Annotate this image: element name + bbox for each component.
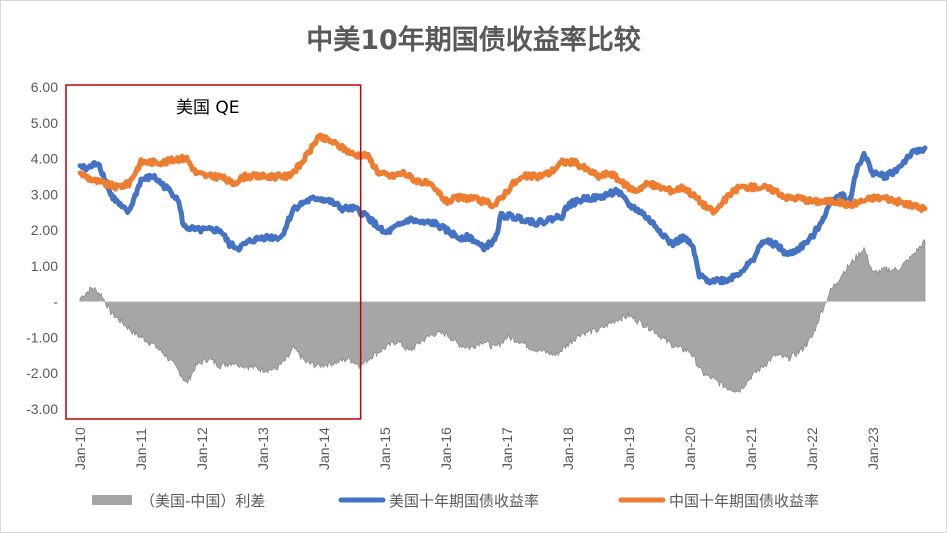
spread-area [79, 238, 926, 393]
y-tick-label: - [53, 294, 58, 310]
x-tick-label: Jan-22 [804, 427, 820, 470]
series-line [77, 145, 928, 286]
x-tick-label: Jan-17 [499, 427, 515, 470]
x-tick-label: Jan-13 [255, 427, 271, 470]
legend-label: 美国十年期国债收益率 [389, 492, 539, 510]
x-tick-label: Jan-11 [133, 428, 149, 470]
x-tick-label: Jan-20 [682, 427, 698, 470]
x-tick-label: Jan-18 [560, 427, 576, 470]
y-tick-label: 5.00 [31, 115, 58, 131]
yield-line-series [77, 132, 928, 286]
legend-swatch [92, 495, 132, 505]
spread-area-series [79, 238, 926, 393]
chart-title: 中美10年期国债收益率比较 [306, 25, 641, 56]
y-tick-label: -3.00 [26, 401, 58, 417]
series-line [77, 132, 928, 216]
y-tick-label: 4.00 [31, 151, 58, 167]
qe-annotation-label: 美国 QE [176, 98, 240, 118]
qe-annotation-box [65, 84, 362, 420]
y-tick-label: 3.00 [31, 186, 58, 202]
x-tick-label: Jan-16 [438, 427, 454, 470]
x-axis-labels: Jan-10 Jan-11 Jan-12 Jan-13 Jan-14 Jan-15 Jan-… [72, 427, 881, 470]
x-tick-label: Jan-15 [377, 427, 393, 470]
legend-label: （美国-中国）利差 [140, 492, 265, 510]
x-tick-label: Jan-19 [621, 427, 637, 470]
x-tick-label: Jan-14 [316, 427, 332, 470]
legend-label: 中国十年期国债收益率 [669, 492, 819, 510]
y-tick-label: 6.00 [31, 79, 58, 95]
x-tick-label: Jan-12 [194, 427, 210, 470]
chart-legend: （美国-中国）利差 美国十年期国债收益率 中国十年期国债收益率 [92, 492, 819, 510]
x-tick-label: Jan-21 [743, 427, 759, 470]
x-tick-label: Jan-23 [865, 427, 881, 470]
y-tick-label: 2.00 [31, 222, 58, 238]
y-tick-label: -1.00 [26, 329, 58, 345]
x-tick-label: Jan-10 [72, 427, 88, 470]
y-tick-label: 1.00 [31, 258, 58, 274]
y-axis-labels: 6.00 5.00 4.00 3.00 2.00 1.00 - -1.00 -2.00 -3.00 [26, 79, 58, 417]
y-tick-label: -2.00 [26, 365, 58, 381]
